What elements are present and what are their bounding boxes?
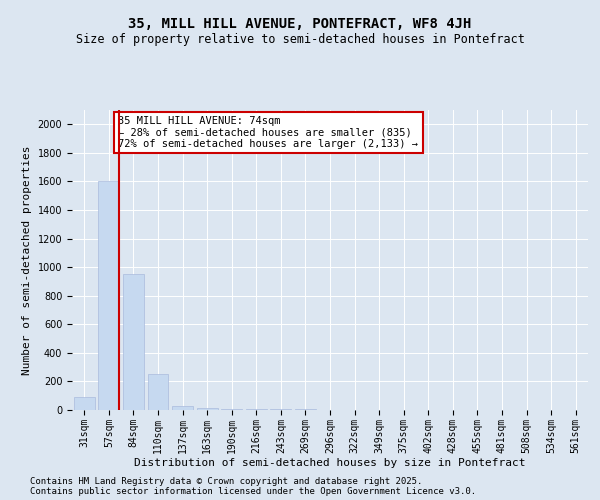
Bar <box>197 408 218 410</box>
X-axis label: Distribution of semi-detached houses by size in Pontefract: Distribution of semi-detached houses by … <box>134 458 526 468</box>
Bar <box>123 274 144 410</box>
Bar <box>98 182 119 410</box>
Y-axis label: Number of semi-detached properties: Number of semi-detached properties <box>22 145 32 375</box>
Bar <box>221 408 242 410</box>
Text: Size of property relative to semi-detached houses in Pontefract: Size of property relative to semi-detach… <box>76 32 524 46</box>
Bar <box>148 374 169 410</box>
Text: 35, MILL HILL AVENUE, PONTEFRACT, WF8 4JH: 35, MILL HILL AVENUE, PONTEFRACT, WF8 4J… <box>128 18 472 32</box>
Text: 35 MILL HILL AVENUE: 74sqm
← 28% of semi-detached houses are smaller (835)
72% o: 35 MILL HILL AVENUE: 74sqm ← 28% of semi… <box>118 116 418 149</box>
Bar <box>74 397 95 410</box>
Text: Contains HM Land Registry data © Crown copyright and database right 2025.: Contains HM Land Registry data © Crown c… <box>30 478 422 486</box>
Text: Contains public sector information licensed under the Open Government Licence v3: Contains public sector information licen… <box>30 488 476 496</box>
Bar <box>172 406 193 410</box>
Bar <box>246 409 267 410</box>
